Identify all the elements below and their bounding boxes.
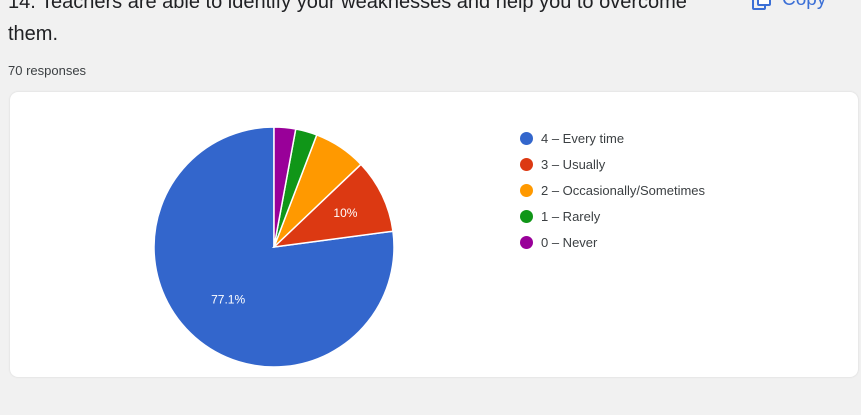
legend-label: 1 – Rarely bbox=[541, 208, 601, 224]
legend-label: 2 – Occasionally/Sometimes bbox=[541, 182, 706, 198]
legend-swatch-icon bbox=[520, 131, 533, 145]
legend-swatch-icon bbox=[520, 235, 533, 249]
copy-button[interactable]: Copy bbox=[752, 0, 826, 11]
legend-item[interactable]: 4 – Every time bbox=[520, 125, 705, 151]
slice-label: 10% bbox=[333, 206, 357, 220]
chart-card bbox=[10, 92, 858, 377]
legend-item[interactable]: 1 – Rarely bbox=[520, 203, 705, 229]
legend-label: 3 – Usually bbox=[541, 156, 606, 172]
legend-swatch-icon bbox=[520, 209, 533, 223]
question-title: 14. Teachers are able to identify your w… bbox=[8, 0, 687, 45]
legend-item[interactable]: 0 – Never bbox=[520, 229, 705, 255]
response-count: 70 responses bbox=[8, 63, 87, 78]
legend-swatch-icon bbox=[520, 183, 533, 197]
pie-slice[interactable] bbox=[271, 163, 394, 249]
slice-label: 77.1% bbox=[211, 292, 245, 306]
copy-label: Copy bbox=[782, 0, 826, 11]
legend-item[interactable]: 3 – Usually bbox=[520, 151, 705, 177]
chart-legend: 4 – Every time 3 – Usually 2 – Occasionall… bbox=[520, 125, 705, 255]
legend-label: 0 – Never bbox=[541, 234, 598, 250]
pie-slice[interactable] bbox=[273, 126, 297, 248]
legend-swatch-icon bbox=[520, 157, 533, 171]
copy-icon bbox=[752, 0, 772, 11]
legend-label: 4 – Every time bbox=[541, 130, 625, 146]
legend-item[interactable]: 2 – Occasionally/Sometimes bbox=[520, 177, 705, 203]
